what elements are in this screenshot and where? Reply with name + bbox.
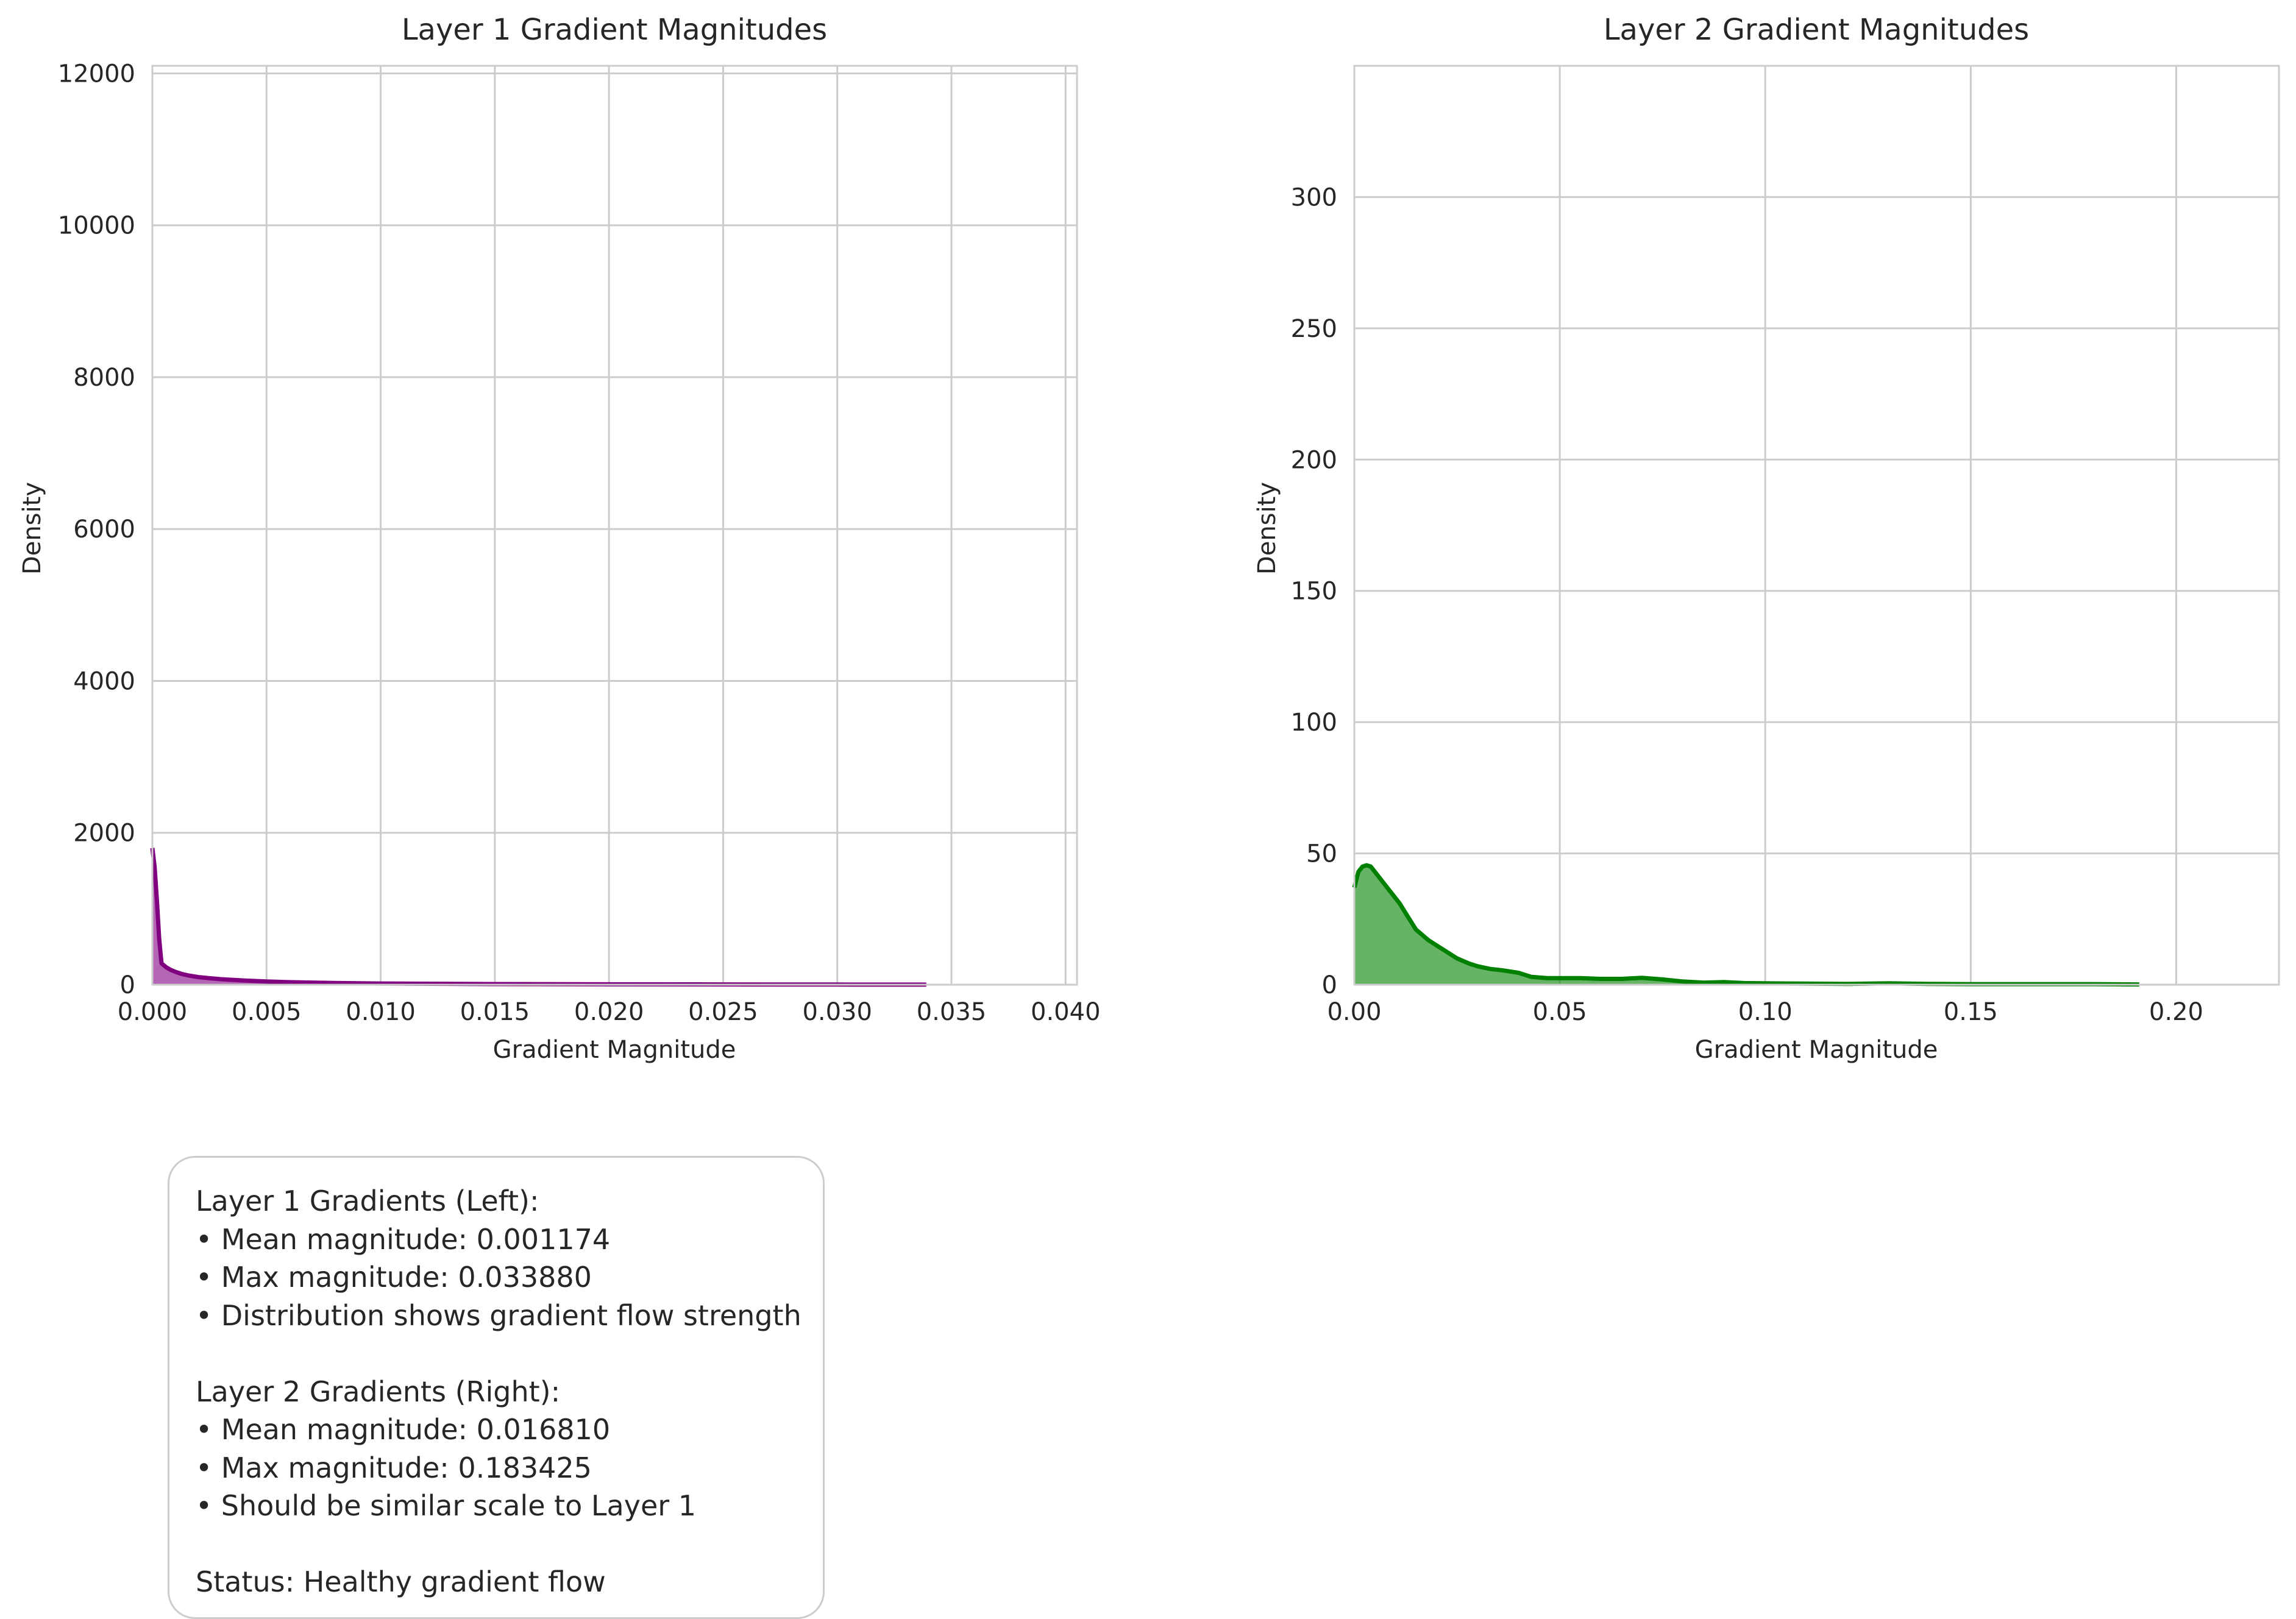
- y-axis-label: Density: [1253, 482, 1281, 575]
- y-tick-labels: 0 2000 4000 6000 8000 10000 12000: [58, 60, 135, 999]
- y-tick-label: 8000: [73, 364, 135, 392]
- plot-frame: [1353, 65, 2280, 986]
- x-tick-label: 0.030: [802, 998, 872, 1026]
- chart-title: Layer 1 Gradient Magnitudes: [402, 13, 827, 47]
- y-tick-label: 150: [1291, 578, 1337, 606]
- x-tick-label: 0.015: [460, 998, 530, 1026]
- y-tick-label: 300: [1291, 183, 1337, 211]
- plot-frame: [151, 65, 1078, 986]
- y-axis-label: Density: [18, 482, 46, 575]
- x-tick-label: 0.15: [1944, 998, 1998, 1026]
- x-tick-label: 0.020: [574, 998, 644, 1026]
- summary-line: • Mean magnitude: 0.001174: [196, 1222, 611, 1256]
- y-tick-labels: 0 50 100 150 200 250 300: [1291, 183, 1337, 999]
- y-tick-label: 0: [1322, 971, 1337, 999]
- x-tick-labels: 0.00 0.05 0.10 0.15 0.20: [1327, 998, 2203, 1026]
- summary-line: • Distribution shows gradient flow stren…: [196, 1298, 801, 1332]
- y-tick-label: 200: [1291, 446, 1337, 474]
- x-tick-label: 0.035: [917, 998, 987, 1026]
- x-tick-label: 0.040: [1031, 998, 1101, 1026]
- summary-line: Layer 1 Gradients (Left):: [196, 1185, 539, 1217]
- summary-line: • Max magnitude: 0.033880: [196, 1261, 592, 1294]
- x-axis-label: Gradient Magnitude: [1695, 1036, 1938, 1064]
- layer1-density-area: [152, 848, 926, 985]
- x-tick-labels: 0.000 0.005 0.010 0.015 0.020 0.025 0.030 0.035…: [118, 998, 1101, 1026]
- summary-line: Status: Healthy gradient flow: [196, 1565, 606, 1598]
- x-gridlines: [1353, 66, 2177, 985]
- layer2-density-line: [1352, 863, 2139, 987]
- chart-title: Layer 2 Gradient Magnitudes: [1604, 13, 2029, 47]
- x-axis-label: Gradient Magnitude: [493, 1036, 736, 1064]
- x-tick-label: 0.010: [346, 998, 416, 1026]
- y-tick-label: 2000: [73, 820, 135, 848]
- x-tick-label: 0.005: [232, 998, 302, 1026]
- y-tick-label: 0: [120, 971, 135, 999]
- summary-line: • Should be similar scale to Layer 1: [196, 1489, 697, 1522]
- y-tick-label: 6000: [73, 515, 135, 544]
- y-tick-label: 250: [1291, 315, 1337, 343]
- y-tick-label: 50: [1306, 840, 1337, 868]
- y-gridlines: [1354, 196, 2279, 986]
- summary-line: Layer 2 Gradients (Right):: [196, 1375, 561, 1408]
- x-tick-label: 0.000: [118, 998, 188, 1026]
- y-tick-label: 12000: [58, 60, 135, 88]
- summary-line: • Max magnitude: 0.183425: [196, 1451, 592, 1484]
- y-tick-label: 100: [1291, 709, 1337, 737]
- x-gridlines: [151, 66, 1067, 985]
- summary-line: [196, 1334, 823, 1373]
- summary-box: Layer 1 Gradients (Left): • Mean magnitu…: [168, 1156, 825, 1619]
- layer2-density-area: [1354, 865, 2139, 985]
- layer1-density-line: [150, 848, 926, 987]
- summary-line: [196, 1525, 823, 1564]
- x-tick-label: 0.025: [688, 998, 758, 1026]
- x-tick-label: 0.00: [1327, 998, 1381, 1026]
- layer1-chart: Layer 1 Gradient Magnitudes 0.000 0.005 0.…: [18, 13, 1101, 1064]
- y-tick-label: 10000: [58, 212, 135, 240]
- layer2-chart: Layer 2 Gradient Magnitudes 0.00 0.05 0.10…: [1253, 13, 2280, 1064]
- y-gridlines: [152, 72, 1077, 986]
- x-tick-label: 0.20: [2149, 998, 2203, 1026]
- y-tick-label: 4000: [73, 667, 135, 695]
- summary-line: • Mean magnitude: 0.016810: [196, 1413, 611, 1446]
- x-tick-label: 0.10: [1738, 998, 1793, 1026]
- x-tick-label: 0.05: [1533, 998, 1587, 1026]
